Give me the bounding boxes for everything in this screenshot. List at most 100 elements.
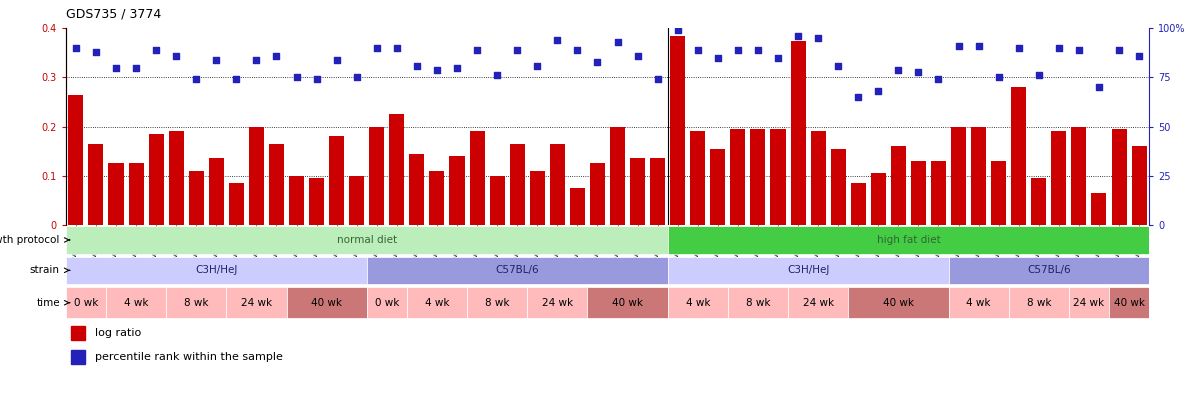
Bar bbox=[369, 126, 384, 225]
Text: 24 wk: 24 wk bbox=[241, 298, 272, 308]
FancyBboxPatch shape bbox=[407, 287, 467, 318]
Bar bbox=[71, 326, 85, 340]
Point bbox=[407, 62, 426, 69]
Point bbox=[949, 43, 968, 49]
Text: time: time bbox=[36, 298, 60, 308]
FancyBboxPatch shape bbox=[366, 257, 668, 284]
FancyBboxPatch shape bbox=[467, 287, 527, 318]
Text: C57BL/6: C57BL/6 bbox=[1027, 265, 1070, 275]
Bar bbox=[851, 183, 865, 225]
Point bbox=[608, 39, 627, 45]
Point bbox=[789, 33, 808, 39]
Bar bbox=[1092, 193, 1106, 225]
Bar bbox=[128, 163, 144, 225]
FancyBboxPatch shape bbox=[66, 226, 668, 254]
Text: 8 wk: 8 wk bbox=[1027, 298, 1051, 308]
Bar bbox=[810, 132, 826, 225]
Point bbox=[628, 53, 648, 59]
Point bbox=[970, 43, 989, 49]
Text: strain: strain bbox=[30, 265, 60, 275]
Point bbox=[1069, 47, 1088, 53]
Point bbox=[367, 45, 387, 51]
Bar bbox=[309, 178, 324, 225]
Bar bbox=[1032, 178, 1046, 225]
Point bbox=[207, 57, 226, 63]
Bar bbox=[650, 158, 666, 225]
Point bbox=[528, 62, 547, 69]
Text: 24 wk: 24 wk bbox=[1074, 298, 1105, 308]
Point bbox=[1029, 72, 1049, 79]
Bar bbox=[450, 156, 464, 225]
Bar bbox=[269, 144, 284, 225]
Bar bbox=[790, 40, 806, 225]
Point bbox=[146, 47, 165, 53]
Text: growth protocol: growth protocol bbox=[0, 235, 60, 245]
Point bbox=[468, 47, 487, 53]
Bar bbox=[89, 144, 103, 225]
FancyBboxPatch shape bbox=[1009, 287, 1069, 318]
Bar bbox=[670, 36, 685, 225]
Text: C3H/HeJ: C3H/HeJ bbox=[195, 265, 237, 275]
Bar bbox=[469, 132, 485, 225]
Bar bbox=[630, 158, 645, 225]
Point bbox=[127, 64, 146, 71]
FancyBboxPatch shape bbox=[66, 287, 107, 318]
Bar bbox=[409, 153, 425, 225]
Bar bbox=[831, 149, 846, 225]
FancyBboxPatch shape bbox=[527, 287, 588, 318]
Text: C3H/HeJ: C3H/HeJ bbox=[786, 265, 830, 275]
Bar bbox=[1112, 129, 1126, 225]
Point bbox=[487, 72, 506, 79]
Point bbox=[267, 53, 286, 59]
Bar bbox=[931, 161, 946, 225]
FancyBboxPatch shape bbox=[1069, 287, 1108, 318]
Point bbox=[448, 64, 467, 71]
Point bbox=[808, 35, 827, 41]
FancyBboxPatch shape bbox=[948, 257, 1149, 284]
Point bbox=[668, 27, 687, 34]
Point bbox=[1110, 47, 1129, 53]
Point bbox=[688, 47, 707, 53]
Bar bbox=[549, 144, 565, 225]
Text: normal diet: normal diet bbox=[336, 235, 397, 245]
Text: 8 wk: 8 wk bbox=[485, 298, 510, 308]
Point bbox=[588, 58, 607, 65]
Bar bbox=[911, 161, 926, 225]
FancyBboxPatch shape bbox=[366, 287, 407, 318]
Bar bbox=[771, 129, 785, 225]
Point bbox=[548, 37, 567, 43]
Point bbox=[388, 45, 407, 51]
Point bbox=[869, 88, 888, 94]
Bar bbox=[208, 158, 224, 225]
Point bbox=[86, 49, 105, 55]
Bar bbox=[952, 126, 966, 225]
Point bbox=[508, 47, 527, 53]
Bar bbox=[691, 132, 705, 225]
Point bbox=[1050, 45, 1069, 51]
Bar bbox=[389, 114, 405, 225]
Point bbox=[929, 76, 948, 83]
Point bbox=[187, 76, 206, 83]
Point bbox=[748, 47, 767, 53]
Point bbox=[166, 53, 186, 59]
Text: 24 wk: 24 wk bbox=[802, 298, 833, 308]
Bar bbox=[870, 173, 886, 225]
Bar bbox=[610, 126, 625, 225]
Bar bbox=[490, 176, 505, 225]
Bar bbox=[1011, 87, 1026, 225]
FancyBboxPatch shape bbox=[668, 257, 948, 284]
Point bbox=[849, 94, 868, 100]
Bar bbox=[530, 171, 545, 225]
Point bbox=[66, 45, 85, 51]
Point bbox=[728, 47, 747, 53]
Text: 40 wk: 40 wk bbox=[883, 298, 913, 308]
Bar bbox=[109, 163, 123, 225]
Text: 0 wk: 0 wk bbox=[74, 298, 98, 308]
FancyBboxPatch shape bbox=[286, 287, 366, 318]
Bar bbox=[1051, 132, 1067, 225]
Bar bbox=[730, 129, 746, 225]
Text: percentile rank within the sample: percentile rank within the sample bbox=[96, 352, 284, 362]
Bar bbox=[350, 176, 364, 225]
Bar bbox=[68, 95, 84, 225]
Point bbox=[287, 74, 306, 81]
